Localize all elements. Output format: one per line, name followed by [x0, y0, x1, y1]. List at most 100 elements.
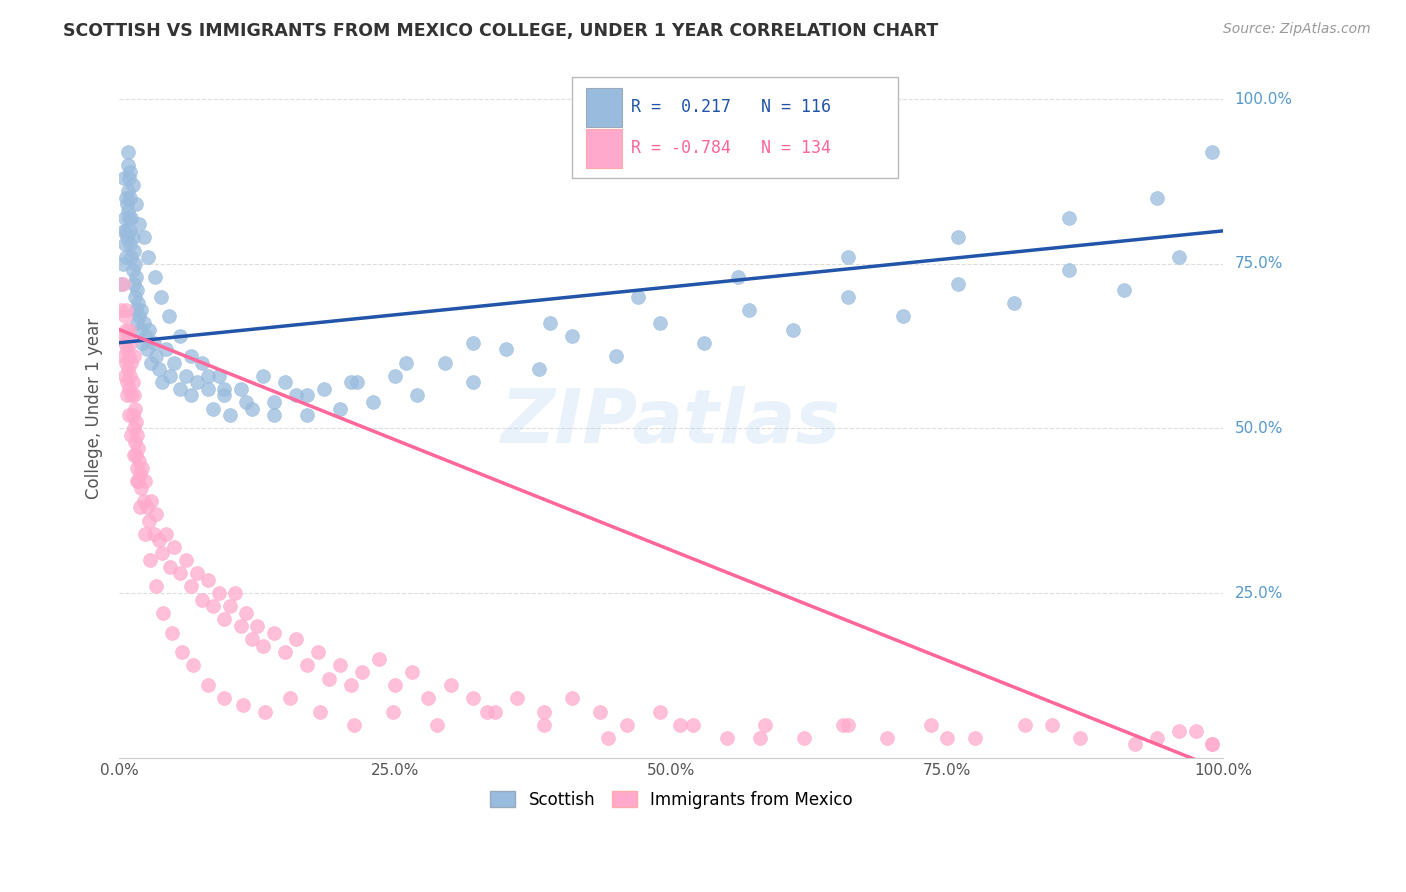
Point	[125, 415, 148, 429]
Point	[125, 197, 148, 211]
Point	[295, 408, 318, 422]
Point	[139, 553, 162, 567]
Point	[128, 217, 150, 231]
Point	[307, 645, 329, 659]
Point	[112, 224, 135, 238]
Point	[122, 244, 145, 258]
Point	[352, 665, 374, 679]
Point	[141, 493, 163, 508]
Point	[120, 164, 142, 178]
Point	[616, 717, 638, 731]
Point	[152, 606, 174, 620]
Point	[876, 731, 898, 745]
Point	[191, 592, 214, 607]
Point	[263, 408, 285, 422]
Point	[114, 211, 136, 225]
Point	[367, 652, 389, 666]
Point	[284, 632, 307, 646]
Point	[117, 329, 139, 343]
Point	[418, 691, 440, 706]
Text: R = -0.784   N = 134: R = -0.784 N = 134	[630, 139, 831, 157]
Point	[936, 731, 959, 745]
FancyBboxPatch shape	[572, 77, 897, 178]
Point	[115, 355, 138, 369]
Point	[132, 493, 155, 508]
Point	[426, 717, 449, 731]
Point	[309, 705, 332, 719]
Point	[169, 329, 191, 343]
Point	[114, 368, 136, 383]
Point	[127, 441, 149, 455]
Point	[111, 329, 134, 343]
Point	[1185, 724, 1208, 739]
Point	[181, 658, 204, 673]
Point	[920, 717, 942, 731]
Point	[727, 269, 749, 284]
Point	[127, 474, 149, 488]
Point	[121, 230, 143, 244]
Point	[527, 362, 550, 376]
Point	[155, 526, 177, 541]
Point	[114, 335, 136, 350]
Point	[111, 257, 134, 271]
Point	[118, 408, 141, 422]
Point	[197, 573, 219, 587]
Point	[229, 382, 252, 396]
Point	[150, 376, 173, 390]
Point	[186, 566, 208, 581]
Point	[235, 606, 257, 620]
Point	[837, 717, 859, 731]
Point	[1168, 724, 1191, 739]
Point	[122, 349, 145, 363]
Point	[627, 290, 650, 304]
Point	[129, 467, 152, 482]
Point	[117, 362, 139, 376]
Point	[131, 335, 153, 350]
Point	[252, 368, 274, 383]
Point	[118, 171, 141, 186]
Point	[110, 277, 132, 291]
Point	[484, 705, 506, 719]
Point	[382, 705, 405, 719]
Point	[605, 349, 627, 363]
Point	[197, 678, 219, 692]
Point	[120, 428, 142, 442]
Point	[131, 461, 153, 475]
Point	[129, 500, 152, 515]
Point	[112, 349, 135, 363]
Point	[134, 526, 156, 541]
Point	[142, 526, 165, 541]
Point	[122, 277, 145, 291]
Point	[1112, 283, 1135, 297]
Point	[506, 691, 529, 706]
Point	[134, 474, 156, 488]
Point	[218, 408, 240, 422]
Point	[682, 717, 704, 731]
Point	[135, 329, 157, 343]
Point	[782, 323, 804, 337]
Point	[1002, 296, 1025, 310]
Point	[132, 316, 155, 330]
Point	[274, 645, 297, 659]
Point	[180, 388, 202, 402]
Point	[115, 343, 138, 357]
Point	[263, 395, 285, 409]
Point	[128, 454, 150, 468]
Text: 75.0%: 75.0%	[1234, 256, 1282, 271]
Point	[240, 401, 263, 416]
Point	[669, 717, 692, 731]
Point	[148, 533, 170, 548]
Point	[1069, 731, 1091, 745]
Point	[124, 434, 146, 449]
Point	[538, 316, 561, 330]
Point	[120, 368, 142, 383]
Point	[948, 277, 970, 291]
Point	[115, 224, 138, 238]
Point	[650, 705, 672, 719]
Point	[212, 388, 235, 402]
Point	[145, 579, 167, 593]
Point	[461, 691, 484, 706]
Point	[533, 717, 555, 731]
Point	[129, 323, 152, 337]
Point	[295, 388, 318, 402]
